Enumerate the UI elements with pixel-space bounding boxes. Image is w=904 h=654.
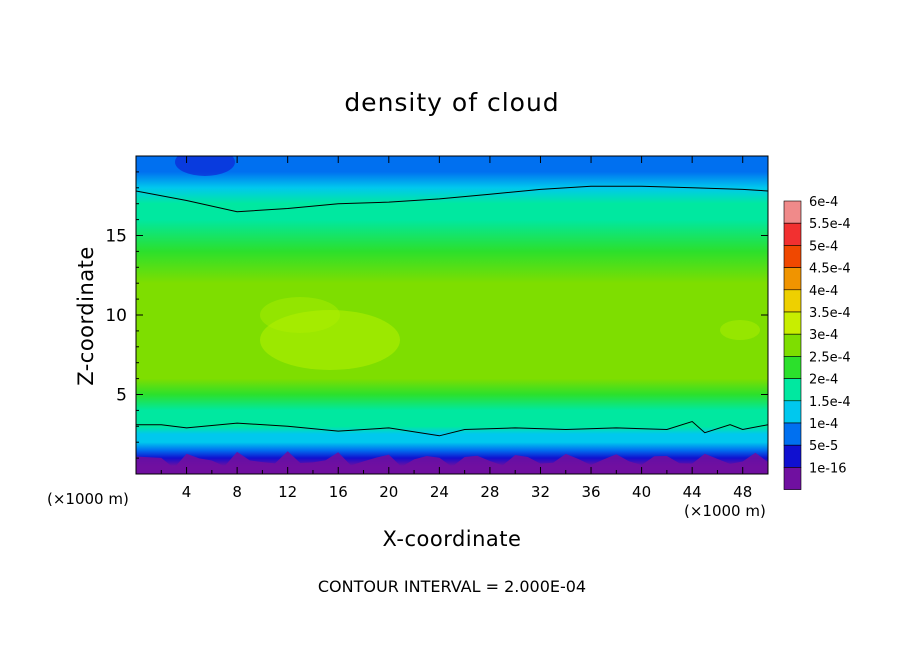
colorbar-label: 2e-4 [809,373,838,388]
contour-line-2 [136,420,768,437]
y-tick-label: 15 [105,227,127,247]
x-tick-label: 16 [329,483,348,501]
x-tick-label: 32 [531,483,550,501]
x-tick-label: 28 [480,483,499,501]
x-tick-label: 4 [182,483,192,501]
colorbar-label: 3.5e-4 [809,306,851,321]
colorbar-label: 3e-4 [809,328,838,343]
colorbar-swatch [783,289,802,313]
x-axis-label: X-coordinate [382,527,522,551]
colorbar-swatch [783,467,802,490]
x-tick-label: 44 [683,483,702,501]
x-tick-label: 24 [430,483,449,501]
x-tick-label: 8 [232,483,242,501]
colorbar-swatch [783,333,802,357]
colorbar-swatch [783,378,802,402]
x-tick-label: 12 [278,483,297,501]
colorbar-label: 2.5e-4 [809,350,851,365]
colorbar-label: 1.5e-4 [809,395,851,410]
x-tick-label: 48 [733,483,752,501]
x-tick-label: 36 [581,483,600,501]
colorbar-swatch [783,311,802,335]
colorbar-swatch [783,200,802,224]
colorbar-swatch [783,356,802,379]
colorbar-label: 4e-4 [809,284,838,299]
colorbar-swatch [783,400,802,424]
x-unit-label-right: (×1000 m) [684,502,766,520]
colorbar-label: 6e-4 [809,195,838,210]
contour-line-1 [136,185,768,213]
colorbar-label: 1e-4 [809,417,838,432]
colorbar-label: 1e-16 [809,461,847,476]
y-tick-label: 10 [105,306,127,326]
y-axis-label: Z-coordinate [74,246,98,386]
colorbar-label: 5.5e-4 [809,217,851,232]
x-tick-label: 20 [379,483,398,501]
colorbar-swatch [783,267,802,291]
colorbar-swatch [783,245,802,268]
contour-interval-note: CONTOUR INTERVAL = 2.000E-04 [317,577,587,596]
y-tick-label: 5 [116,386,127,406]
colorbar-swatch [783,422,802,446]
x-unit-label-left: (×1000 m) [47,490,129,508]
colorbar-label: 5e-4 [809,239,838,254]
colorbar-swatch [783,444,802,468]
chart-title: density of cloud [344,88,560,117]
colorbar-label: 4.5e-4 [809,262,851,277]
colorbar-swatch [783,222,802,246]
x-tick-label: 40 [632,483,651,501]
colorbar-label: 5e-5 [809,439,838,454]
